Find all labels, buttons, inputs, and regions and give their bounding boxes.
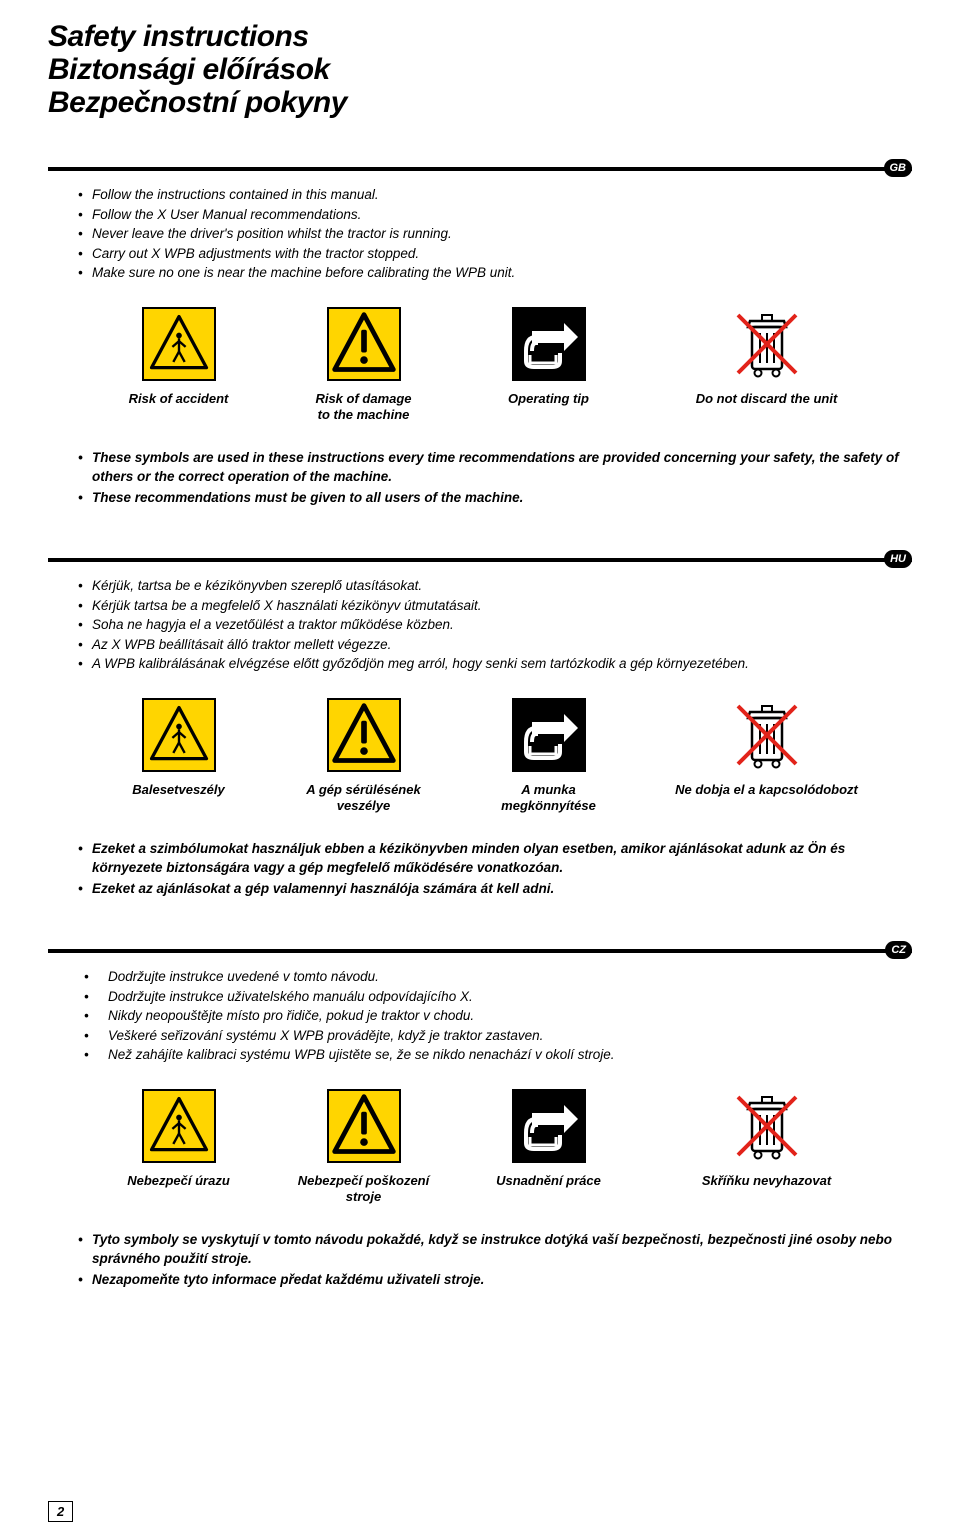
icon-column: Nebezpečí poškozenístroje xyxy=(281,1089,446,1206)
discard-icon xyxy=(730,1089,804,1163)
damage-icon xyxy=(327,698,401,772)
notes-list: Tyto symboly se vyskytují v tomto návodu… xyxy=(48,1231,912,1290)
language-section-gb: GB Follow the instructions contained in t… xyxy=(48,167,912,508)
note-item: Nezapomeňte tyto informace předat každém… xyxy=(92,1271,912,1290)
instruction-item: Dodržujte instrukce uživatelského manuál… xyxy=(108,987,912,1007)
instruction-item: Follow the instructions contained in thi… xyxy=(92,185,912,205)
divider-line xyxy=(48,558,912,562)
damage-icon xyxy=(327,1089,401,1163)
note-item: Ezeket az ajánlásokat a gép valamennyi h… xyxy=(92,880,912,899)
icon-label: A munkamegkönnyítése xyxy=(501,782,596,815)
icon-label: Usnadnění práce xyxy=(496,1173,601,1189)
note-item: These recommendations must be given to a… xyxy=(92,489,912,508)
page-number: 2 xyxy=(48,1501,73,1522)
language-badge: CZ xyxy=(885,941,912,959)
tip-icon xyxy=(512,307,586,381)
language-badge: GB xyxy=(884,159,913,177)
icon-column: Skříňku nevyhazovat xyxy=(651,1089,882,1189)
icon-label: Ne dobja el a kapcsolódobozt xyxy=(675,782,858,798)
icon-label: Skříňku nevyhazovat xyxy=(702,1173,831,1189)
note-item: Tyto symboly se vyskytují v tomto návodu… xyxy=(92,1231,912,1269)
divider-line xyxy=(48,949,912,953)
icon-column: Risk of damageto the machine xyxy=(281,307,446,424)
instruction-item: Kérjük, tartsa be e kézikönyvben szerepl… xyxy=(92,576,912,596)
instruction-item: Dodržujte instrukce uvedené v tomto návo… xyxy=(108,967,912,987)
title-line-3: Bezpečnostní pokyny xyxy=(48,86,347,119)
instruction-item: Kérjük tartsa be a megfelelő X használat… xyxy=(92,596,912,616)
icon-column: Balesetveszély xyxy=(96,698,261,798)
language-badge: HU xyxy=(884,550,912,568)
icon-column: Ne dobja el a kapcsolódobozt xyxy=(651,698,882,798)
damage-icon xyxy=(327,307,401,381)
icon-row: Nebezpečí úrazuNebezpečí poškozenístroje… xyxy=(48,1089,912,1206)
instruction-item: A WPB kalibrálásának elvégzése előtt győ… xyxy=(92,654,912,674)
title-line-1: Safety instructions xyxy=(48,20,309,53)
icon-column: Operating tip xyxy=(466,307,631,407)
section-divider: GB xyxy=(48,167,912,171)
instruction-item: Never leave the driver's position whilst… xyxy=(92,224,912,244)
note-item: These symbols are used in these instruct… xyxy=(92,449,912,487)
accident-icon xyxy=(142,1089,216,1163)
instruction-item: Veškeré seřizování systému X WPB provádě… xyxy=(108,1026,912,1046)
notes-list: These symbols are used in these instruct… xyxy=(48,449,912,508)
icon-column: Do not discard the unit xyxy=(651,307,882,407)
tip-icon xyxy=(512,698,586,772)
instruction-item: Follow the X User Manual recommendations… xyxy=(92,205,912,225)
icon-column: A munkamegkönnyítése xyxy=(466,698,631,815)
divider-line xyxy=(48,167,912,171)
icon-column: A gép sérülésénekveszélye xyxy=(281,698,446,815)
icon-column: Risk of accident xyxy=(96,307,261,407)
tip-icon xyxy=(512,1089,586,1163)
discard-icon xyxy=(730,698,804,772)
language-section-cz: CZ Dodržujte instrukce uvedené v tomto ná… xyxy=(48,949,912,1290)
notes-list: Ezeket a szimbólumokat használjuk ebben … xyxy=(48,840,912,899)
section-divider: CZ xyxy=(48,949,912,953)
instruction-item: Než zahájíte kalibraci systému WPB ujist… xyxy=(108,1045,912,1065)
icon-label: Do not discard the unit xyxy=(696,391,838,407)
title-line-2: Biztonsági előírások xyxy=(48,53,330,86)
icon-column: Nebezpečí úrazu xyxy=(96,1089,261,1189)
accident-icon xyxy=(142,307,216,381)
section-divider: HU xyxy=(48,558,912,562)
instruction-item: Soha ne hagyja el a vezetőülést a trakto… xyxy=(92,615,912,635)
instruction-item: Make sure no one is near the machine bef… xyxy=(92,263,912,283)
instruction-item: Az X WPB beállításait álló traktor melle… xyxy=(92,635,912,655)
discard-icon xyxy=(730,307,804,381)
language-section-hu: HU Kérjük, tartsa be e kézikönyvben szere… xyxy=(48,558,912,899)
accident-icon xyxy=(142,698,216,772)
note-item: Ezeket a szimbólumokat használjuk ebben … xyxy=(92,840,912,878)
icon-label: Operating tip xyxy=(508,391,589,407)
icon-row: Risk of accidentRisk of damageto the mac… xyxy=(48,307,912,424)
icon-row: BalesetveszélyA gép sérülésénekveszélye A… xyxy=(48,698,912,815)
icon-column: Usnadnění práce xyxy=(466,1089,631,1189)
page-title: Safety instructions Biztonsági előírások… xyxy=(48,20,912,119)
instruction-item: Carry out X WPB adjustments with the tra… xyxy=(92,244,912,264)
instruction-item: Nikdy neopouštějte místo pro řidiče, pok… xyxy=(108,1006,912,1026)
